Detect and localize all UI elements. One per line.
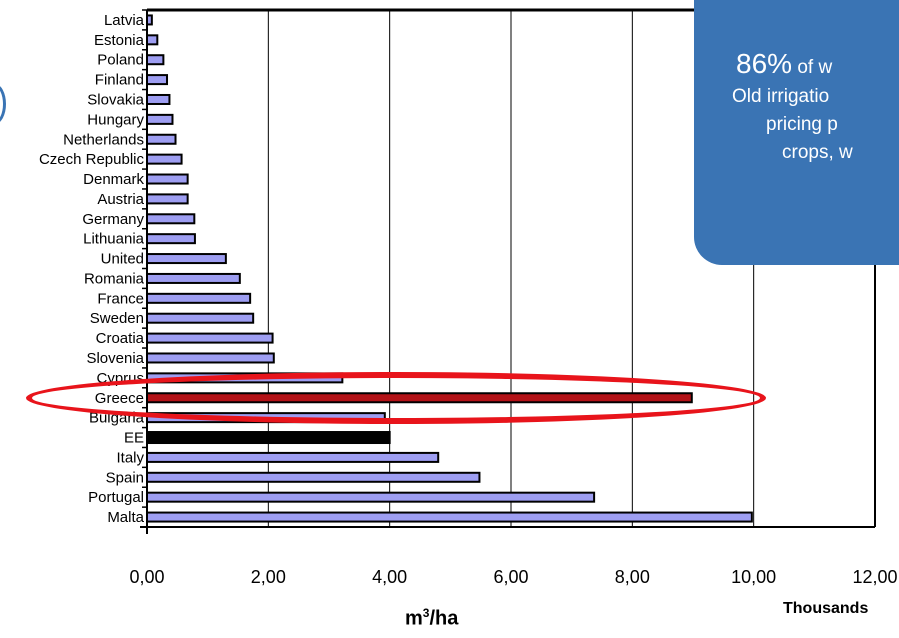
bar-italy — [146, 451, 440, 463]
category-label: Denmark — [83, 171, 144, 188]
bar-romania — [146, 272, 241, 284]
bar-slovenia — [146, 352, 275, 364]
bar-portugal — [146, 491, 596, 503]
bar-czech-republic — [146, 153, 183, 165]
callout-line4: crops, w — [782, 142, 853, 163]
x-tick-label: 4,00 — [372, 567, 407, 587]
bar-germany — [146, 213, 196, 225]
category-label: Portugal — [88, 489, 144, 506]
bar-lithuania — [146, 233, 196, 245]
x-tick-labels: 0,00 2,00 4,00 6,00 8,00 10,00 12,00 — [129, 567, 897, 587]
category-label: Sweden — [90, 310, 144, 327]
category-label: Italy — [116, 449, 144, 466]
callout-line1-text: of w — [792, 57, 833, 78]
bar-united — [146, 253, 227, 265]
category-label: Latvia — [104, 12, 145, 29]
bar-slovakia — [146, 93, 171, 105]
bar-ee — [146, 431, 391, 445]
category-label: Slovakia — [87, 91, 144, 108]
x-tick-label: 2,00 — [251, 567, 286, 587]
x-tick-label: 12,00 — [852, 567, 897, 587]
category-label: Finland — [95, 72, 144, 89]
category-label: Slovenia — [86, 350, 144, 367]
bar-france — [146, 292, 252, 304]
category-label: Spain — [106, 469, 144, 486]
callout-percentage: 86% — [736, 48, 793, 79]
x-axis-title-main: m — [405, 607, 423, 630]
x-tick-label: 10,00 — [731, 567, 776, 587]
x-axis-title: m3/ha — [405, 606, 458, 631]
bar-sweden — [146, 312, 255, 324]
x-tick-label: 0,00 — [129, 567, 164, 587]
bar-hungary — [146, 113, 174, 125]
bar-netherlands — [146, 133, 177, 145]
category-label: Croatia — [96, 330, 145, 347]
bar-croatia — [146, 332, 274, 344]
category-label: Germany — [82, 211, 144, 228]
category-label: Estonia — [94, 32, 145, 49]
category-label: Austria — [97, 191, 144, 208]
bar-malta — [146, 511, 753, 523]
category-label: Lithuania — [83, 231, 145, 248]
x-tick-label: 6,00 — [493, 567, 528, 587]
bar-estonia — [146, 34, 159, 46]
bar-denmark — [146, 173, 189, 185]
greece-highlight-ellipse — [26, 372, 766, 424]
category-labels: Latvia Estonia Poland Finland Slovakia Hungar… — [39, 12, 145, 526]
bar-finland — [146, 74, 169, 86]
x-axis-title-tail: /ha — [429, 607, 459, 630]
category-label: Poland — [97, 52, 144, 69]
bar-poland — [146, 54, 165, 66]
category-label: Hungary — [87, 111, 144, 128]
callout-box: 86% of w Old irrigatio pricing p crops, … — [694, 0, 899, 265]
x-axis-title-sup: 3 — [422, 606, 430, 620]
x-unit-note: Thousands — [783, 600, 869, 617]
category-label: EE — [124, 430, 144, 447]
category-label: France — [97, 290, 144, 307]
callout-line3: pricing p — [766, 114, 838, 135]
bar-austria — [146, 193, 189, 205]
bars — [146, 14, 753, 523]
bar-spain — [146, 471, 481, 483]
category-label: Malta — [107, 509, 144, 526]
category-label: Czech Republic — [39, 151, 145, 168]
x-tick-label: 8,00 — [615, 567, 650, 587]
callout-line2: Old irrigatio — [732, 86, 830, 107]
category-label: United — [101, 251, 144, 268]
category-label: Romania — [84, 270, 145, 287]
category-label: Netherlands — [63, 131, 144, 148]
